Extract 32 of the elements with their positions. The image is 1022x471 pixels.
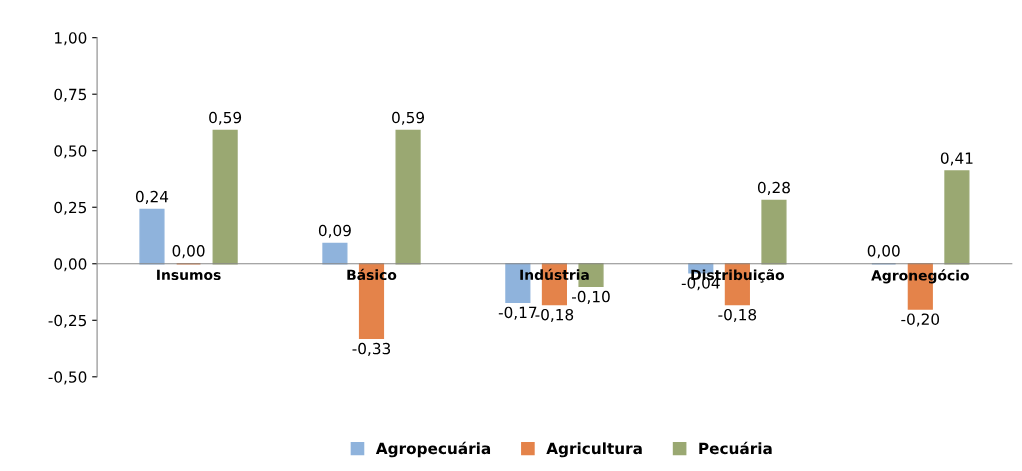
bar	[139, 208, 165, 265]
data-label: 0,24	[135, 190, 169, 204]
x-tick-label: Insumos	[157, 269, 221, 281]
y-tick-label: 0,50	[54, 145, 87, 159]
data-label: -0,17	[498, 306, 537, 320]
legend-label: Agropecuária	[375, 441, 491, 458]
bar	[395, 129, 421, 265]
y-tick-label: -0,50	[48, 371, 87, 385]
legend-label: Agricultura	[546, 442, 642, 458]
data-label: 0,00	[172, 245, 205, 259]
data-label: -0,10	[572, 290, 610, 304]
bar	[322, 242, 348, 265]
data-label: 0,59	[392, 111, 425, 125]
data-label: 0,09	[318, 224, 351, 238]
bar	[212, 129, 238, 265]
y-tick-label: 0,25	[54, 201, 87, 215]
legend-label: Pecuária	[699, 441, 772, 455]
data-label: -0,33	[352, 342, 391, 356]
bar	[761, 199, 787, 265]
data-label: 0,28	[757, 181, 790, 195]
y-tick-label: -0,25	[48, 314, 87, 328]
y-tick-label: 0,00	[54, 258, 87, 272]
bar	[944, 170, 970, 265]
y-tick-label: 0,75	[54, 88, 87, 102]
data-label: -0,20	[901, 313, 940, 327]
y-tick-label: 1,00	[55, 32, 87, 46]
data-label: 0,00	[867, 245, 900, 259]
data-label: -0,18	[718, 308, 757, 323]
x-tick-label: Básico	[347, 268, 397, 281]
data-label: 0,41	[940, 152, 973, 166]
data-label: 0,59	[209, 111, 242, 125]
data-label: -0,18	[535, 308, 574, 323]
